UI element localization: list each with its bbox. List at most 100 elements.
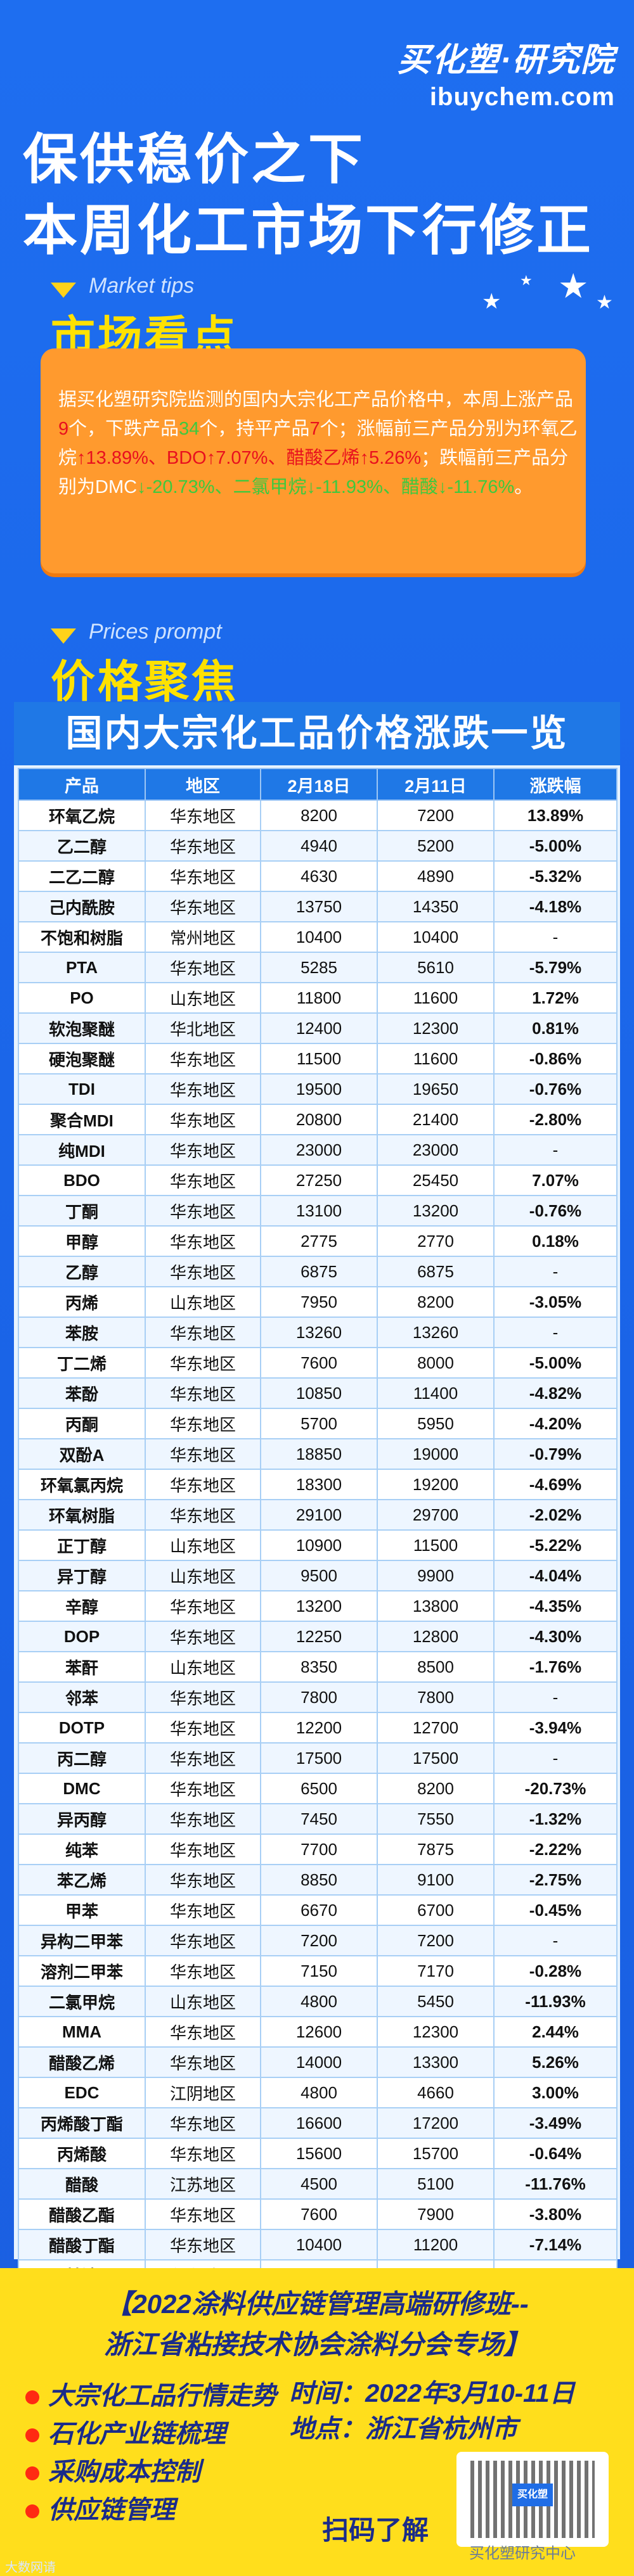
cell-price-current: 9500 <box>260 1560 378 1591</box>
footer-item: 大宗化工品行情走势 <box>25 2377 276 2415</box>
cell-change: 13.89% <box>493 800 618 831</box>
cell-change: -2.75% <box>493 1864 618 1896</box>
cell-change: -1.32% <box>493 1803 618 1835</box>
cell-price-current: 29100 <box>260 1499 378 1531</box>
cell-product: 醋酸乙酯 <box>18 2198 146 2230</box>
cell-price-current: 11500 <box>260 1043 378 1074</box>
cell-product: 醋酸乙烯 <box>18 2046 146 2078</box>
table-row: 己内酰胺 华东地区 13750 14350 -4.18% <box>18 891 618 922</box>
cell-price-current: 19500 <box>260 1073 378 1105</box>
cell-price-previous: 5200 <box>377 830 495 862</box>
cell-product: 乙二醇 <box>18 830 146 862</box>
cell-price-current: 7600 <box>260 2198 378 2230</box>
table-row: 二氯甲烷 山东地区 4800 5450 -11.93% <box>18 1986 618 2017</box>
cell-change: -0.28% <box>493 1955 618 1987</box>
cell-region: 华东地区 <box>145 2138 261 2169</box>
cell-region: 华东地区 <box>145 1377 261 1409</box>
cell-price-current: 6670 <box>260 1894 378 1926</box>
table-row: DOTP 华东地区 12200 12700 -3.94% <box>18 1712 618 1744</box>
cell-product: DMC <box>18 1773 146 1804</box>
cell-price-previous: 23000 <box>377 1134 495 1166</box>
col-date-previous: 2月11日 <box>377 768 495 801</box>
cell-region: 华东地区 <box>145 1225 261 1257</box>
cell-product: EDC <box>18 2077 146 2108</box>
cell-price-current: 18300 <box>260 1469 378 1500</box>
tips-text-part: 个，下跌产品 <box>68 419 179 439</box>
cell-region: 常州地区 <box>145 921 261 953</box>
prices-en: Prices prompt <box>89 620 222 644</box>
cell-change: -4.69% <box>493 1469 618 1500</box>
star-icon: ★ <box>596 292 613 313</box>
cell-change: -5.32% <box>493 860 618 892</box>
cell-price-previous: 12300 <box>377 2016 495 2048</box>
tips-text-part: 个，持平产品 <box>199 419 310 439</box>
cell-change: -3.80% <box>493 2198 618 2230</box>
table-row: 丙酮 华东地区 5700 5950 -4.20% <box>18 1408 618 1439</box>
table-row: MMA 华东地区 12600 12300 2.44% <box>18 2016 618 2048</box>
cell-price-previous: 17500 <box>377 1742 495 1774</box>
footer-time: 时间：2022年3月10-11日 <box>289 2380 575 2407</box>
table-row: 纯苯 华东地区 7700 7875 -2.22% <box>18 1833 618 1865</box>
cell-change: -4.30% <box>493 1621 618 1652</box>
cell-change: 5.26% <box>493 2046 618 2078</box>
footer-item: 供应链管理 <box>25 2491 276 2529</box>
table-row: 苯胺 华东地区 13260 13260- <box>18 1317 618 1348</box>
cell-region: 华东地区 <box>145 1438 261 1470</box>
table-row: 苯酐 山东地区 8350 8500 -1.76% <box>18 1651 618 1683</box>
cell-region: 华东地区 <box>145 1317 261 1348</box>
cell-change: 7.07% <box>493 1164 618 1196</box>
brand-cn: 买化塑·研究院 <box>397 42 615 79</box>
table-row: 醋酸乙酯 华东地区 7600 7900 -3.80% <box>18 2198 618 2230</box>
cell-price-current: 7950 <box>260 1286 378 1318</box>
tips-up-count: 9 <box>58 419 69 439</box>
tips-text-part: 个；涨幅前三产品分别为环氧乙烷 <box>58 419 578 468</box>
cell-price-current: 8200 <box>260 800 378 831</box>
cell-product: PO <box>18 982 146 1014</box>
cell-region: 华东地区 <box>145 1864 261 1896</box>
table-row: 二乙二醇 华东地区 4630 4890 -5.32% <box>18 860 618 892</box>
footer-title: 【2022涂料供应链管理高端研修班-- 浙江省粘接技术协会涂料分会专场】 <box>13 2284 621 2365</box>
table-row: 硬泡聚醚 华东地区 11500 11600 -0.86% <box>18 1043 618 1074</box>
cell-product: 纯苯 <box>18 1833 146 1865</box>
cell-change: -4.18% <box>493 891 618 922</box>
cell-region: 江苏地区 <box>145 2168 261 2200</box>
cell-change: -0.86% <box>493 1043 618 1074</box>
cell-price-previous: 7200 <box>377 1925 495 1956</box>
cell-product: MMA <box>18 2016 146 2048</box>
table-row: 异丙醇 华东地区 7450 7550 -1.32% <box>18 1803 618 1835</box>
footer-title-line2: 浙江省粘接技术协会涂料分会专场】 <box>103 2330 530 2359</box>
cell-product: 丙烯酸丁酯 <box>18 2107 146 2139</box>
cell-change: -5.22% <box>493 1529 618 1561</box>
cell-product: 异丁醇 <box>18 1560 146 1591</box>
cell-price-current: 7450 <box>260 1803 378 1835</box>
cell-change: -5.00% <box>493 1347 618 1379</box>
cell-price-current: 13750 <box>260 891 378 922</box>
cell-change: - <box>493 1134 618 1166</box>
table-row: 双酚A 华东地区 18850 19000 -0.79% <box>18 1438 618 1470</box>
cell-price-previous: 19650 <box>377 1073 495 1105</box>
cell-price-previous: 13800 <box>377 1590 495 1622</box>
cell-change: -0.76% <box>493 1195 618 1227</box>
footer-time-place: 时间：2022年3月10-11日 地点：浙江省杭州市 <box>289 2376 575 2447</box>
cell-product: 溶剂二甲苯 <box>18 1955 146 1987</box>
cell-region: 华东地区 <box>145 1195 261 1227</box>
cell-change: -4.35% <box>493 1590 618 1622</box>
cell-region: 华东地区 <box>145 1499 261 1531</box>
cell-product: 苯胺 <box>18 1317 146 1348</box>
cell-change: - <box>493 1256 618 1287</box>
headline-line1: 保供稳价之下 <box>23 129 365 190</box>
cell-region: 华东地区 <box>145 800 261 831</box>
cell-change: -3.05% <box>493 1286 618 1318</box>
qr-code[interactable]: 买化塑 <box>456 2452 609 2547</box>
cell-price-current: 23000 <box>260 1134 378 1166</box>
triangle-icon <box>51 282 76 298</box>
cell-region: 山东地区 <box>145 1286 261 1318</box>
cell-price-previous: 17200 <box>377 2107 495 2139</box>
bullet-icon <box>25 2504 39 2519</box>
cell-price-previous: 8200 <box>377 1773 495 1804</box>
cell-region: 华东地区 <box>145 2198 261 2230</box>
cell-price-previous: 11200 <box>377 2229 495 2260</box>
cell-price-current: 4500 <box>260 2168 378 2200</box>
cell-product: 苯酐 <box>18 1651 146 1683</box>
cell-price-previous: 10400 <box>377 921 495 953</box>
